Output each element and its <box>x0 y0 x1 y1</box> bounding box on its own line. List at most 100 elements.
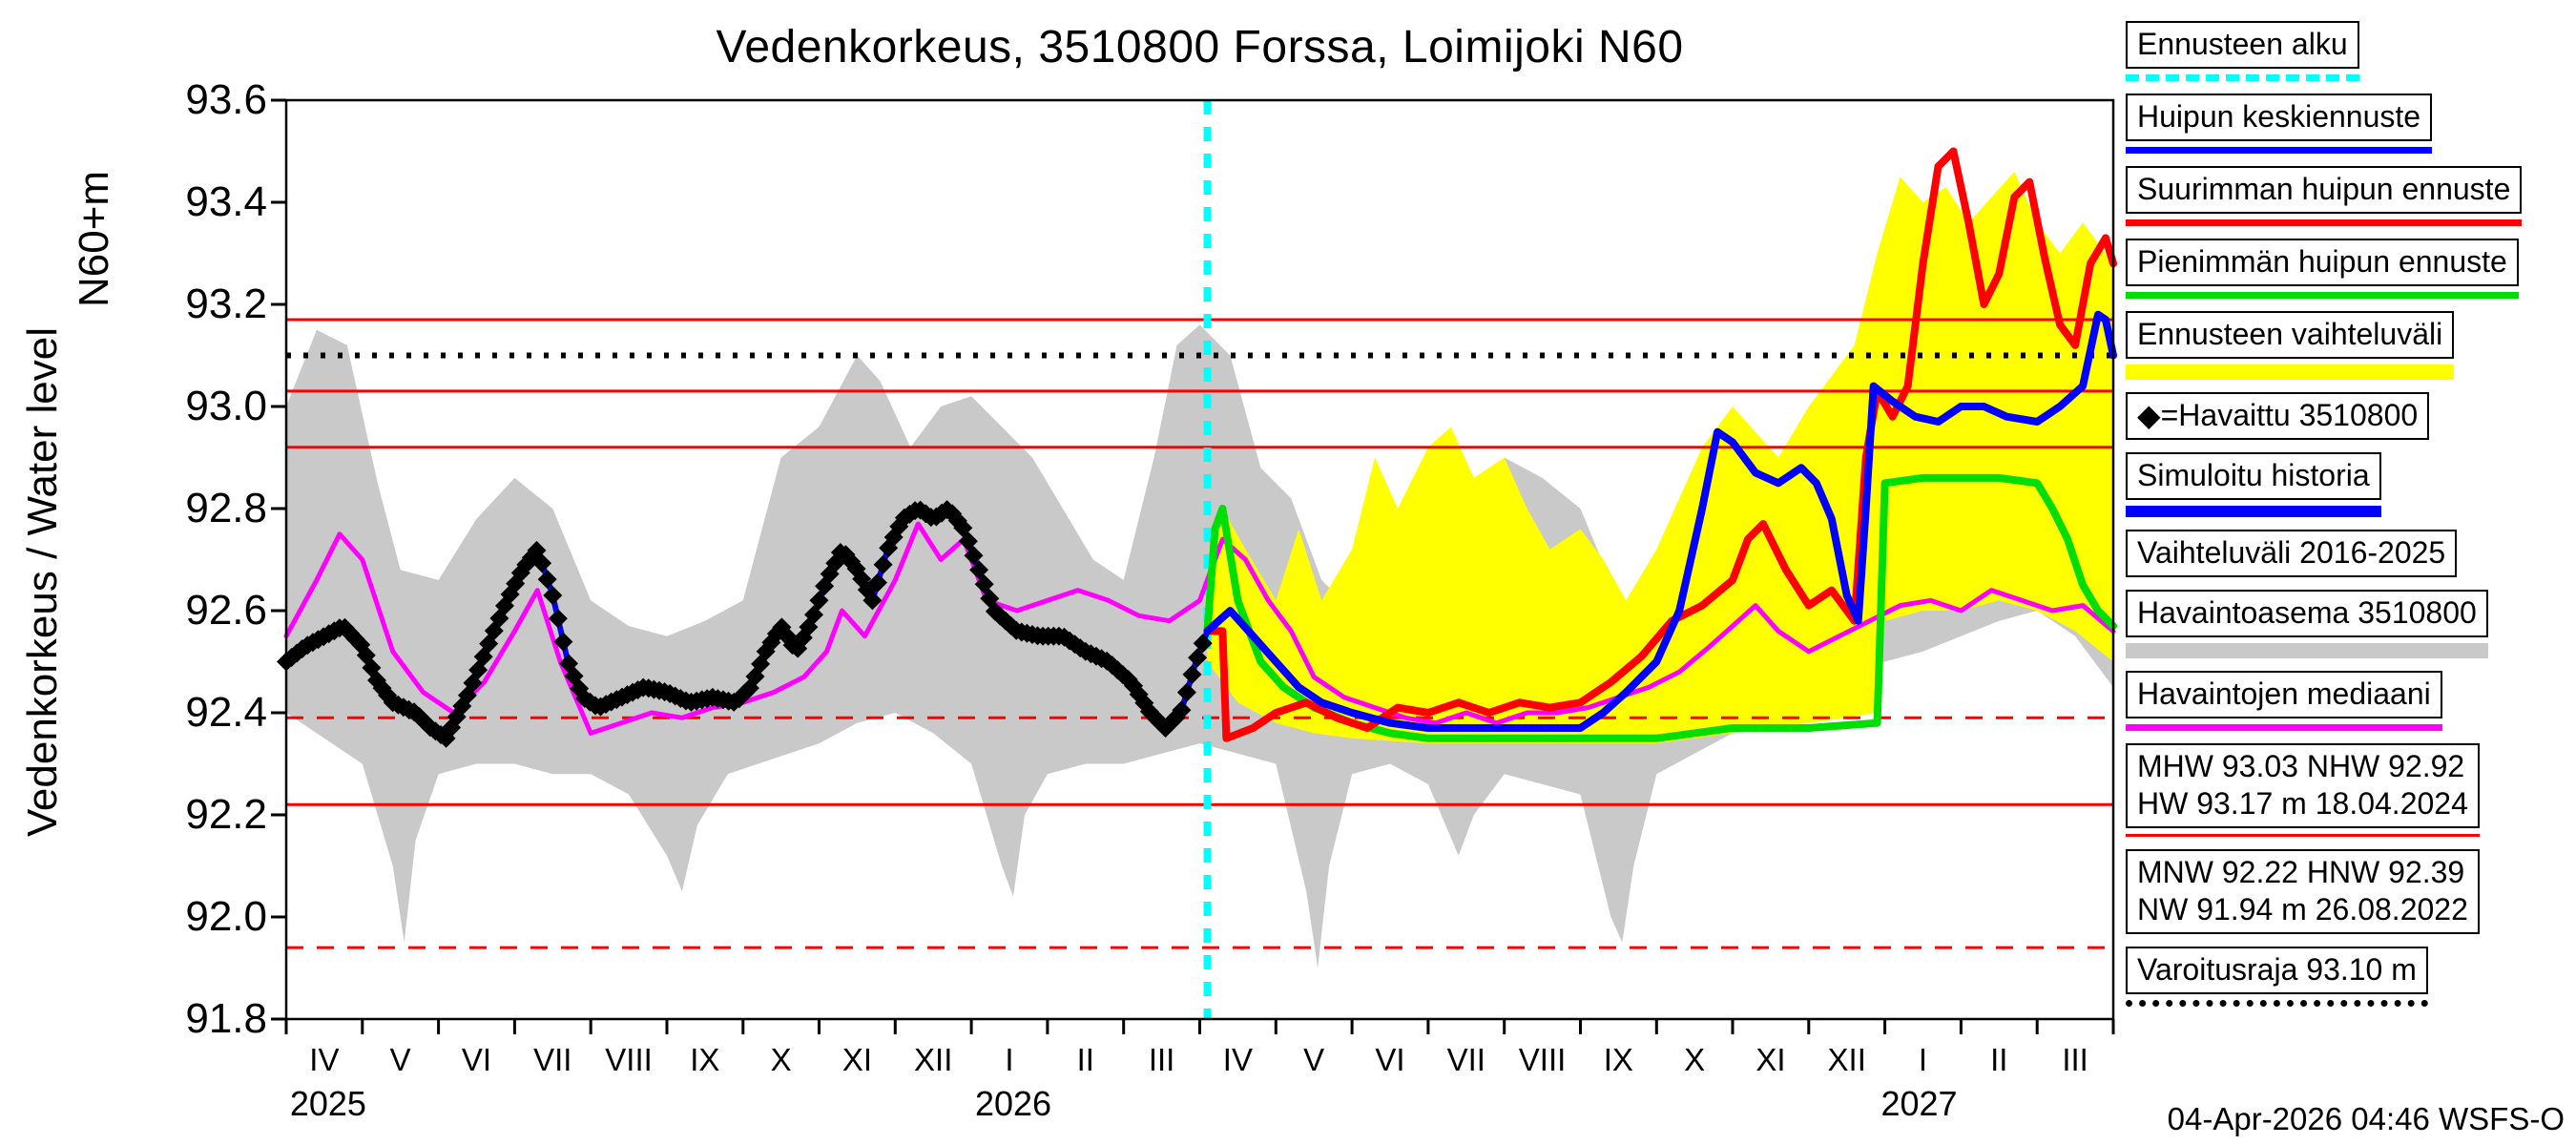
x-tick-label: IV <box>1222 1042 1253 1077</box>
x-tick-label: III <box>1148 1042 1175 1077</box>
y-tick-label: 92.6 <box>185 587 267 634</box>
series-median <box>283 521 2116 736</box>
legend-item-max-peak-forecast: Suurimman huipun ennuste <box>2126 166 2523 227</box>
legend-label-max-peak-forecast: Suurimman huipun ennuste <box>2126 166 2523 215</box>
legend-label-low-water-stats: MNW 92.22 HNW 92.39 NW 91.94 m 26.08.2022 <box>2126 849 2480 935</box>
legend-label-line: Varoitusraja 93.10 m <box>2137 952 2417 988</box>
x-tick-label: XI <box>1755 1042 1786 1077</box>
x-tick-label: III <box>2062 1042 2088 1077</box>
legend-swatch-forecast-range <box>2126 364 2455 381</box>
chart-title: Vedenkorkeus, 3510800 Forssa, Loimijoki … <box>716 22 1684 73</box>
legend-label-warning-limit: Varoitusraja 93.10 m <box>2126 947 2428 995</box>
x-tick-label: VI <box>1375 1042 1405 1077</box>
observed-diamond <box>1172 700 1192 720</box>
observed-diamond <box>1193 634 1213 654</box>
y-tick-label: 92.0 <box>185 893 267 940</box>
x-tick-label: IV <box>309 1042 340 1077</box>
x-tick-label: I <box>1918 1042 1928 1077</box>
legend-swatch-high-water-stats <box>2126 834 2480 838</box>
legend-swatch-station <box>2126 643 2488 659</box>
legend-label-line: HW 93.17 m 18.04.2024 <box>2137 786 2468 822</box>
observed-diamond <box>553 632 573 652</box>
legend-label-line: Ennusteen vaihteluväli <box>2137 317 2443 352</box>
legend-label-line: Havaintoasema 3510800 <box>2137 595 2477 631</box>
legend-item-range-2016-2025: Vaihteluväli 2016-2025 <box>2126 530 2458 578</box>
legend-item-high-water-stats: MHW 93.03 NHW 92.92 HW 93.17 m 18.04.2024 <box>2126 743 2480 838</box>
y-axis-label: Vedenkorkeus / Water level <box>19 327 66 837</box>
observed-markers <box>277 500 1213 748</box>
observed-diamond <box>868 572 887 593</box>
legend-label-observed: ◆=Havaittu 3510800 <box>2126 392 2430 441</box>
x-tick-label: V <box>1303 1042 1325 1077</box>
legend-item-min-peak-forecast: Pienimmän huipun ennuste <box>2126 239 2519 300</box>
observed-diamond <box>804 605 823 625</box>
legend-swatch-forecast-start <box>2126 74 2359 82</box>
y-tick-label: 93.4 <box>185 178 267 225</box>
x-tick-label: X <box>770 1042 792 1077</box>
observed-diamond <box>543 586 563 605</box>
legend-item-forecast-start: Ennusteen alku <box>2126 21 2359 82</box>
legend-swatch-max-peak-forecast <box>2126 219 2523 227</box>
year-label: 2027 <box>1880 1084 1958 1123</box>
series-mean-forecast <box>1203 310 2117 732</box>
legend-label-line: Simuloitu historia <box>2137 458 2370 493</box>
y-tick-label: 93.6 <box>185 76 267 123</box>
legend-label-line: MNW 92.22 HNW 92.39 <box>2137 855 2465 890</box>
year-label: 2025 <box>289 1084 366 1123</box>
legend-item-observation-median: Havaintojen mediaani <box>2126 671 2442 732</box>
legend-label-min-peak-forecast: Pienimmän huipun ennuste <box>2126 239 2519 287</box>
x-tick-label: XII <box>1827 1042 1866 1077</box>
legend-item-observed: ◆=Havaittu 3510800 <box>2126 392 2430 441</box>
series-max-forecast <box>1203 147 2117 742</box>
observed-diamond <box>537 570 557 590</box>
legend-label-line: Huipun keskiennuste <box>2137 99 2421 135</box>
legend-swatch-warning-limit <box>2126 1000 2428 1008</box>
legend-item-low-water-stats: MNW 92.22 HNW 92.39 NW 91.94 m 26.08.2022 <box>2126 849 2480 935</box>
legend-label-observation-median: Havaintojen mediaani <box>2126 671 2442 719</box>
legend-label-line: Vaihteluväli 2016-2025 <box>2137 535 2446 571</box>
legend-swatch-observation-median <box>2126 724 2442 732</box>
observed-diamond <box>873 554 893 574</box>
y-tick-label: 92.2 <box>185 791 267 838</box>
legend-label-range-2016-2025: Vaihteluväli 2016-2025 <box>2126 530 2458 578</box>
legend-label-forecast-start: Ennusteen alku <box>2126 21 2359 70</box>
observed-diamond <box>969 560 989 580</box>
footer-timestamp: 04-Apr-2026 04:46 WSFS-O <box>2167 1101 2565 1136</box>
observed-diamond <box>809 591 829 611</box>
legend-label-simulated-history: Simuloitu historia <box>2126 452 2381 501</box>
x-tick-label: VII <box>1446 1042 1485 1077</box>
x-tick-label: I <box>1005 1042 1014 1077</box>
observed-diamond <box>532 553 552 573</box>
y-tick-label: 92.8 <box>185 485 267 531</box>
legend-swatch-simulated-history <box>2126 506 2381 518</box>
observed-diamond <box>1176 682 1196 702</box>
legend-label-line: NW 91.94 m 26.08.2022 <box>2137 892 2468 927</box>
legend-item-simulated-history: Simuloitu historia <box>2126 452 2381 518</box>
x-tick-label: VI <box>461 1042 492 1077</box>
legend-label-high-water-stats: MHW 93.03 NHW 92.92 HW 93.17 m 18.04.2024 <box>2126 743 2480 829</box>
x-tick-label: X <box>1684 1042 1706 1077</box>
legend-label-line: Pienimmän huipun ennuste <box>2137 244 2507 280</box>
x-tick-label: II <box>1076 1042 1094 1077</box>
legend-swatch-mean-peak-forecast <box>2126 147 2433 155</box>
year-label: 2026 <box>974 1084 1052 1123</box>
x-tick-label: VIII <box>605 1042 653 1077</box>
legend-item-mean-peak-forecast: Huipun keskiennuste <box>2126 94 2433 155</box>
x-tick-label: XI <box>841 1042 873 1077</box>
y-tick-label: 93.2 <box>185 281 267 327</box>
x-tick-label: IX <box>1603 1042 1633 1077</box>
observed-diamond <box>862 591 883 611</box>
legend-swatch-min-peak-forecast <box>2126 292 2519 300</box>
observed-diamond <box>1188 648 1208 668</box>
x-tick-label: II <box>1990 1042 2008 1077</box>
x-tick-label: IX <box>690 1042 720 1077</box>
legend-label-station: Havaintoasema 3510800 <box>2126 590 2488 638</box>
observed-diamond <box>964 546 984 566</box>
y-tick-label: 92.4 <box>185 689 267 736</box>
legend-label-line: MHW 93.03 NHW 92.92 <box>2137 749 2465 784</box>
x-tick-label: VIII <box>1518 1042 1567 1077</box>
legend-item-warning-limit: Varoitusraja 93.10 m <box>2126 947 2428 1008</box>
legend-item-forecast-range: Ennusteen vaihteluväli <box>2126 311 2455 381</box>
observed-diamond <box>548 609 568 629</box>
